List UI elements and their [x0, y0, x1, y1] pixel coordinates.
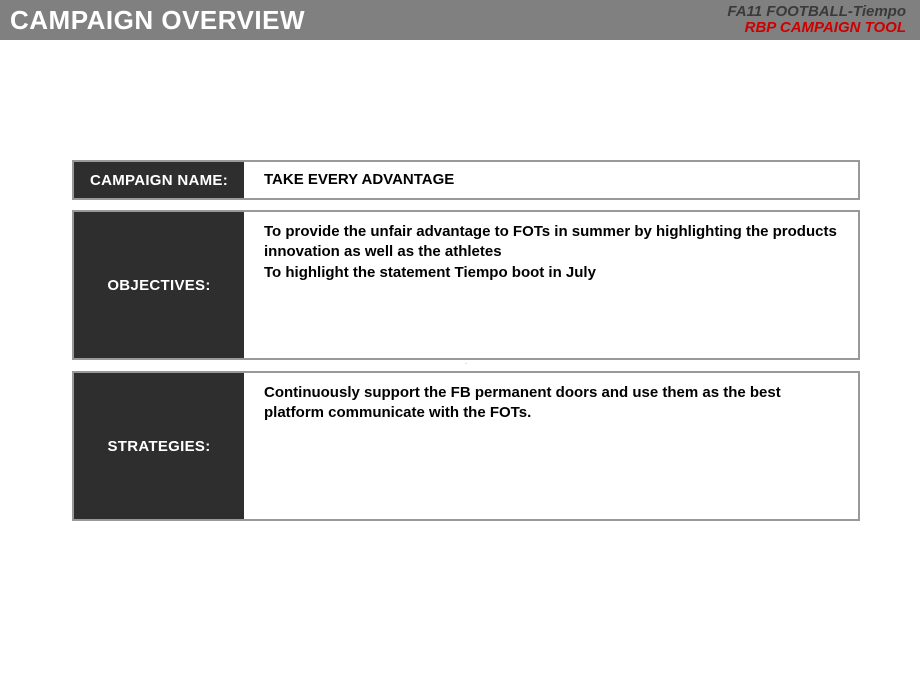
value-objectives: To provide the unfair advantage to FOTs … — [244, 212, 858, 358]
page-title: CAMPAIGN OVERVIEW — [10, 5, 305, 36]
content-area: CAMPAIGN NAME: TAKE EVERY ADVANTAGE OBJE… — [0, 40, 920, 521]
header-subtitle-1: FA11 FOOTBALL-Tiempo — [727, 4, 906, 21]
label-campaign-name: CAMPAIGN NAME: — [74, 162, 244, 198]
header-right: FA11 FOOTBALL-Tiempo RBP CAMPAIGN TOOL — [727, 4, 906, 37]
header-subtitle-2: RBP CAMPAIGN TOOL — [727, 20, 906, 37]
label-strategies: STRATEGIES: — [74, 373, 244, 519]
label-objectives: OBJECTIVES: — [74, 212, 244, 358]
row-campaign-name: CAMPAIGN NAME: TAKE EVERY ADVANTAGE — [72, 160, 860, 200]
row-objectives: OBJECTIVES: To provide the unfair advant… — [72, 210, 860, 360]
value-campaign-name: TAKE EVERY ADVANTAGE — [244, 162, 858, 198]
header-bar: CAMPAIGN OVERVIEW FA11 FOOTBALL-Tiempo R… — [0, 0, 920, 40]
value-strategies: Continuously support the FB permanent do… — [244, 373, 858, 519]
row-strategies: STRATEGIES: Continuously support the FB … — [72, 371, 860, 521]
